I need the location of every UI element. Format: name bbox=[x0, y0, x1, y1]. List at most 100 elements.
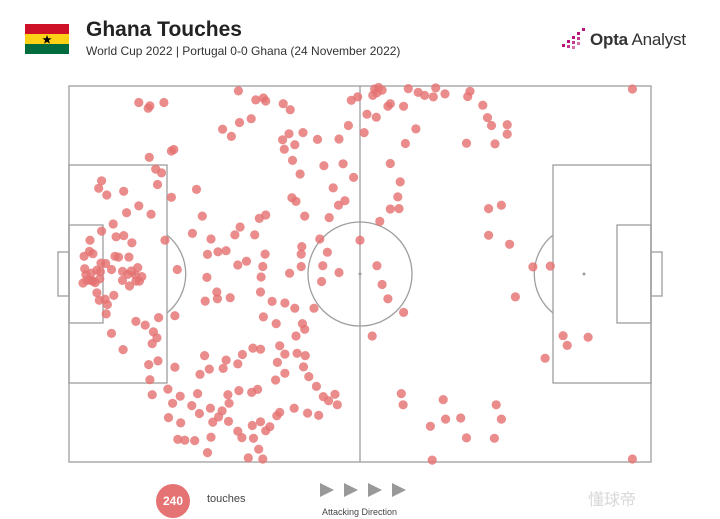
touch-point bbox=[490, 139, 500, 149]
touch-point bbox=[261, 426, 271, 436]
touch-point bbox=[309, 303, 319, 313]
touch-point bbox=[431, 83, 441, 93]
touch-point bbox=[328, 183, 338, 193]
touch-point bbox=[280, 368, 290, 378]
touch-point bbox=[333, 200, 344, 210]
right-penalty-spot bbox=[582, 272, 586, 276]
touch-point bbox=[289, 403, 299, 413]
touch-point bbox=[334, 134, 344, 144]
touch-point bbox=[193, 389, 203, 399]
touch-point bbox=[403, 84, 413, 94]
touch-point bbox=[118, 345, 128, 355]
attacking-direction-label: Attacking Direction bbox=[322, 507, 398, 517]
touch-point bbox=[510, 292, 520, 302]
touch-point bbox=[243, 453, 253, 463]
left-goal bbox=[57, 251, 70, 297]
touch-point bbox=[251, 95, 261, 105]
header: Ghana Touches World Cup 2022 | Portugal … bbox=[0, 0, 720, 80]
touch-point bbox=[169, 144, 179, 155]
touch-point bbox=[583, 332, 593, 342]
touch-point bbox=[441, 414, 451, 424]
touch-point bbox=[383, 101, 393, 111]
touch-point bbox=[461, 433, 472, 443]
touch-point bbox=[166, 192, 176, 202]
touch-point bbox=[456, 413, 466, 423]
touch-point bbox=[90, 278, 100, 288]
touch-point bbox=[284, 129, 294, 139]
touch-point bbox=[124, 281, 135, 291]
touch-point bbox=[102, 190, 112, 200]
touch-point bbox=[124, 252, 134, 262]
touch-point bbox=[375, 216, 385, 226]
touch-point bbox=[194, 408, 204, 419]
touch-point bbox=[233, 86, 243, 96]
touch-point bbox=[502, 129, 512, 139]
touch-point bbox=[482, 113, 493, 123]
touch-point bbox=[399, 307, 409, 317]
touch-point bbox=[311, 381, 321, 391]
touch-point bbox=[212, 294, 222, 304]
touch-point bbox=[108, 219, 118, 229]
touch-point bbox=[176, 418, 186, 428]
touch-point bbox=[117, 275, 128, 285]
touch-point bbox=[254, 213, 264, 223]
touch-point bbox=[144, 152, 154, 162]
touch-point bbox=[324, 213, 334, 223]
touch-point bbox=[213, 247, 223, 257]
touch-point bbox=[285, 268, 295, 278]
touch-point bbox=[143, 103, 153, 113]
touch-point bbox=[343, 120, 353, 131]
touch-point bbox=[312, 134, 323, 144]
touch-point bbox=[197, 211, 207, 221]
touch-point bbox=[627, 454, 638, 464]
touch-point bbox=[97, 226, 107, 236]
touch-point bbox=[234, 117, 245, 128]
opta-logo-icon bbox=[562, 28, 585, 49]
touch-point bbox=[484, 230, 494, 240]
pitch bbox=[57, 82, 663, 465]
touch-point bbox=[359, 128, 369, 138]
touch-point bbox=[260, 249, 270, 259]
touch-point bbox=[318, 261, 328, 271]
touch-point bbox=[285, 105, 295, 115]
touch-point bbox=[180, 435, 190, 445]
touch-point bbox=[255, 417, 266, 427]
touch-point bbox=[425, 421, 435, 431]
touch-point bbox=[248, 433, 259, 443]
touch-point bbox=[148, 327, 158, 337]
touch-point bbox=[258, 454, 268, 464]
touch-point bbox=[144, 360, 154, 370]
play-arrow-icon bbox=[392, 483, 406, 497]
touch-point bbox=[195, 369, 205, 379]
touch-point bbox=[393, 192, 403, 202]
watermark: 懂球帝 bbox=[588, 492, 637, 509]
touch-point bbox=[246, 114, 256, 124]
touch-point bbox=[292, 348, 302, 358]
touch-point bbox=[223, 416, 234, 426]
touch-point bbox=[296, 249, 306, 259]
touch-point bbox=[175, 391, 185, 401]
touch-point bbox=[168, 398, 178, 408]
touch-point bbox=[109, 290, 119, 300]
touch-point bbox=[367, 331, 377, 341]
touch-point bbox=[275, 341, 285, 351]
page-title: Ghana Touches bbox=[86, 18, 242, 41]
touch-point bbox=[172, 264, 182, 275]
touch-point bbox=[261, 96, 271, 106]
touch-point bbox=[540, 353, 550, 363]
ghana-flag-icon bbox=[25, 24, 69, 54]
touch-point bbox=[528, 262, 538, 272]
touch-point bbox=[255, 344, 266, 354]
touch-point bbox=[202, 272, 212, 282]
touch-point bbox=[94, 183, 104, 193]
touch-point bbox=[300, 324, 310, 334]
touch-point bbox=[332, 400, 342, 410]
touch-point bbox=[400, 138, 410, 149]
touch-point bbox=[134, 97, 144, 108]
touch-point bbox=[505, 239, 515, 249]
touch-point bbox=[440, 89, 450, 99]
touch-point bbox=[241, 256, 252, 266]
touch-point bbox=[237, 349, 247, 360]
touch-point bbox=[223, 390, 233, 400]
touch-point bbox=[272, 411, 282, 421]
